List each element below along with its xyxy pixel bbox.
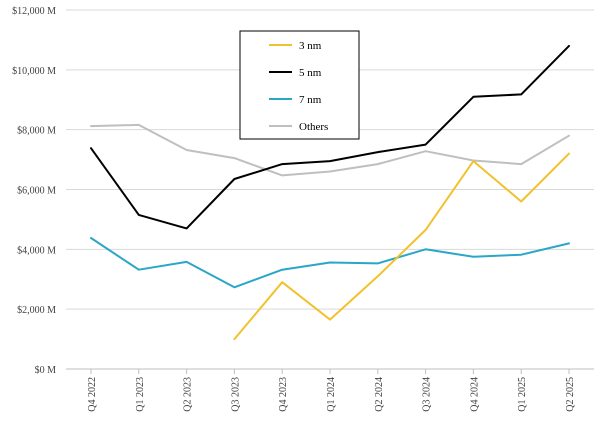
y-tick-label: $6,000 M — [17, 186, 56, 197]
legend-label: 5 nm — [299, 67, 322, 79]
legend-label: 7 nm — [299, 94, 322, 106]
x-tick-label: Q4 2022 — [87, 377, 98, 412]
legend: 3 nm 5 nm 7 nm Others — [239, 30, 360, 140]
series-line-3-nm — [233, 152, 570, 341]
y-tick-label: $8,000 M — [17, 126, 56, 137]
axes: $0 M $2,000 M $4,000 M $6,000 M $8,000 M $10,… — [12, 6, 594, 412]
x-tick-label: Q2 2025 — [565, 377, 576, 412]
x-tick-label: Q2 2024 — [374, 377, 385, 412]
x-tick-label: Q4 2024 — [469, 377, 480, 412]
x-tick-label: Q1 2023 — [135, 377, 146, 412]
x-tick-label: Q3 2024 — [422, 377, 433, 412]
x-tick-label: Q1 2024 — [326, 377, 337, 412]
y-tick-label: $12,000 M — [12, 6, 56, 17]
series-line-7-nm — [90, 237, 570, 289]
legend-label: Others — [299, 121, 328, 133]
y-tick-label: $10,000 M — [12, 66, 56, 77]
series-line-others — [90, 123, 570, 177]
x-tick-label: Q2 2023 — [183, 377, 194, 412]
series-line-5-nm — [90, 44, 570, 230]
y-tick-label: $4,000 M — [17, 245, 56, 256]
series-lines — [90, 44, 570, 341]
x-tick-label: Q1 2025 — [517, 377, 528, 412]
x-tick-label: Q4 2023 — [278, 377, 289, 412]
legend-box — [239, 30, 360, 140]
x-tick-label: Q3 2023 — [230, 377, 241, 412]
legend-label: 3 nm — [299, 40, 322, 52]
y-tick-label: $0 M — [35, 365, 57, 376]
y-tick-label: $2,000 M — [17, 305, 56, 316]
